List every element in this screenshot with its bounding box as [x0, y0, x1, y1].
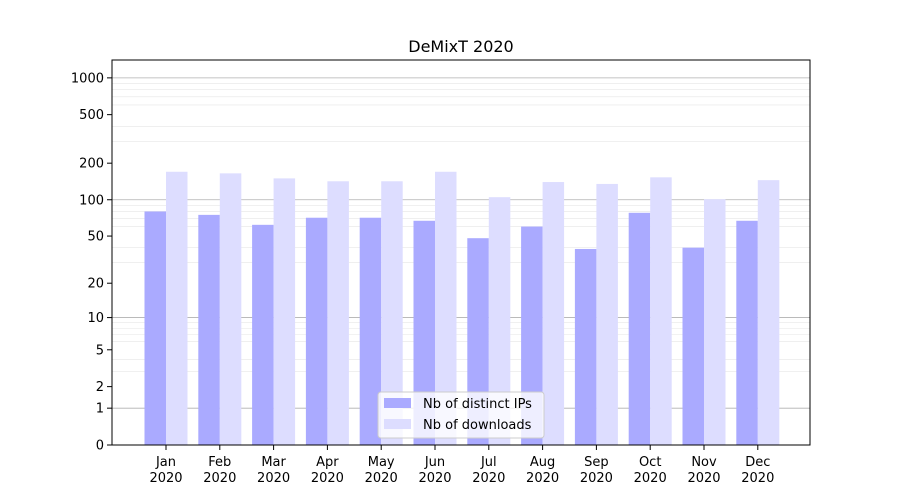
x-tick-label: Feb 2020 — [203, 455, 236, 486]
y-tick-label: 10 — [87, 311, 104, 326]
y-tick-label: 5 — [96, 343, 104, 358]
legend-swatch-downloads — [384, 419, 411, 429]
chart-title: DeMixT 2020 — [408, 37, 513, 56]
bar-distinct-ips — [736, 220, 758, 445]
bar-distinct-ips — [574, 248, 597, 445]
x-tick-label: Nov 2020 — [687, 455, 720, 486]
plot-frame — [111, 59, 811, 446]
x-tick-label: Aug 2020 — [526, 455, 559, 486]
y-tick-label: 500 — [79, 108, 104, 123]
bar-distinct-ips — [305, 217, 328, 445]
x-tick-label: Dec 2020 — [741, 455, 774, 486]
y-tick-label: 50 — [87, 230, 104, 245]
bar-distinct-ips — [628, 212, 651, 445]
bar-downloads — [596, 183, 618, 445]
bar-downloads — [273, 178, 296, 445]
legend-box — [377, 391, 545, 439]
bar-downloads — [704, 199, 726, 445]
y-tick-label: 1000 — [71, 71, 104, 86]
bar-downloads — [542, 182, 565, 445]
x-tick-label: Jan 2020 — [149, 455, 182, 486]
bar-downloads — [435, 171, 457, 446]
y-tick-label: 200 — [79, 157, 104, 172]
x-tick-label: Mar 2020 — [257, 455, 290, 486]
bar-downloads — [488, 197, 511, 445]
x-tick-label: Jul 2020 — [472, 455, 505, 486]
x-tick-label: Jun 2020 — [418, 455, 451, 486]
bar-distinct-ips — [252, 224, 274, 445]
y-tick-label: 1 — [96, 402, 104, 417]
bar-distinct-ips — [359, 217, 382, 445]
y-tick-label: 100 — [79, 193, 104, 208]
y-tick-label: 0 — [96, 439, 104, 454]
bars — [144, 171, 780, 446]
legend-label-downloads: Nb of downloads — [423, 418, 532, 433]
x-tick-label: May 2020 — [365, 455, 398, 486]
x-tick-label: Oct 2020 — [634, 455, 667, 486]
bar-distinct-ips — [521, 226, 543, 445]
bar-downloads — [327, 181, 349, 445]
bar-downloads — [166, 171, 188, 446]
legend-swatch-distinct-ips — [384, 398, 411, 408]
x-tick-label: Sep 2020 — [580, 455, 613, 486]
y-tick-label: 2 — [96, 380, 104, 395]
bar-distinct-ips — [413, 220, 435, 445]
bar-downloads — [650, 177, 672, 446]
bar-distinct-ips — [198, 214, 220, 445]
y-axis: 0 1 2 5 10 20 50 100 200 500 1000 — [71, 71, 112, 454]
bar-downloads — [219, 173, 242, 445]
legend-label-distinct-ips: Nb of distinct IPs — [423, 397, 532, 412]
y-tick-label: 20 — [87, 277, 104, 292]
bar-downloads — [381, 181, 403, 445]
bar-distinct-ips — [682, 247, 704, 445]
x-axis: Jan 2020 Feb 2020 Mar 2020 Apr 2020 May 2020 Jun 20… — [149, 445, 774, 486]
bar-distinct-ips — [144, 211, 166, 445]
legend: Nb of distinct IPs Nb of downloads — [377, 391, 545, 439]
bar-downloads — [757, 180, 780, 446]
x-tick-label: Apr 2020 — [311, 455, 344, 486]
